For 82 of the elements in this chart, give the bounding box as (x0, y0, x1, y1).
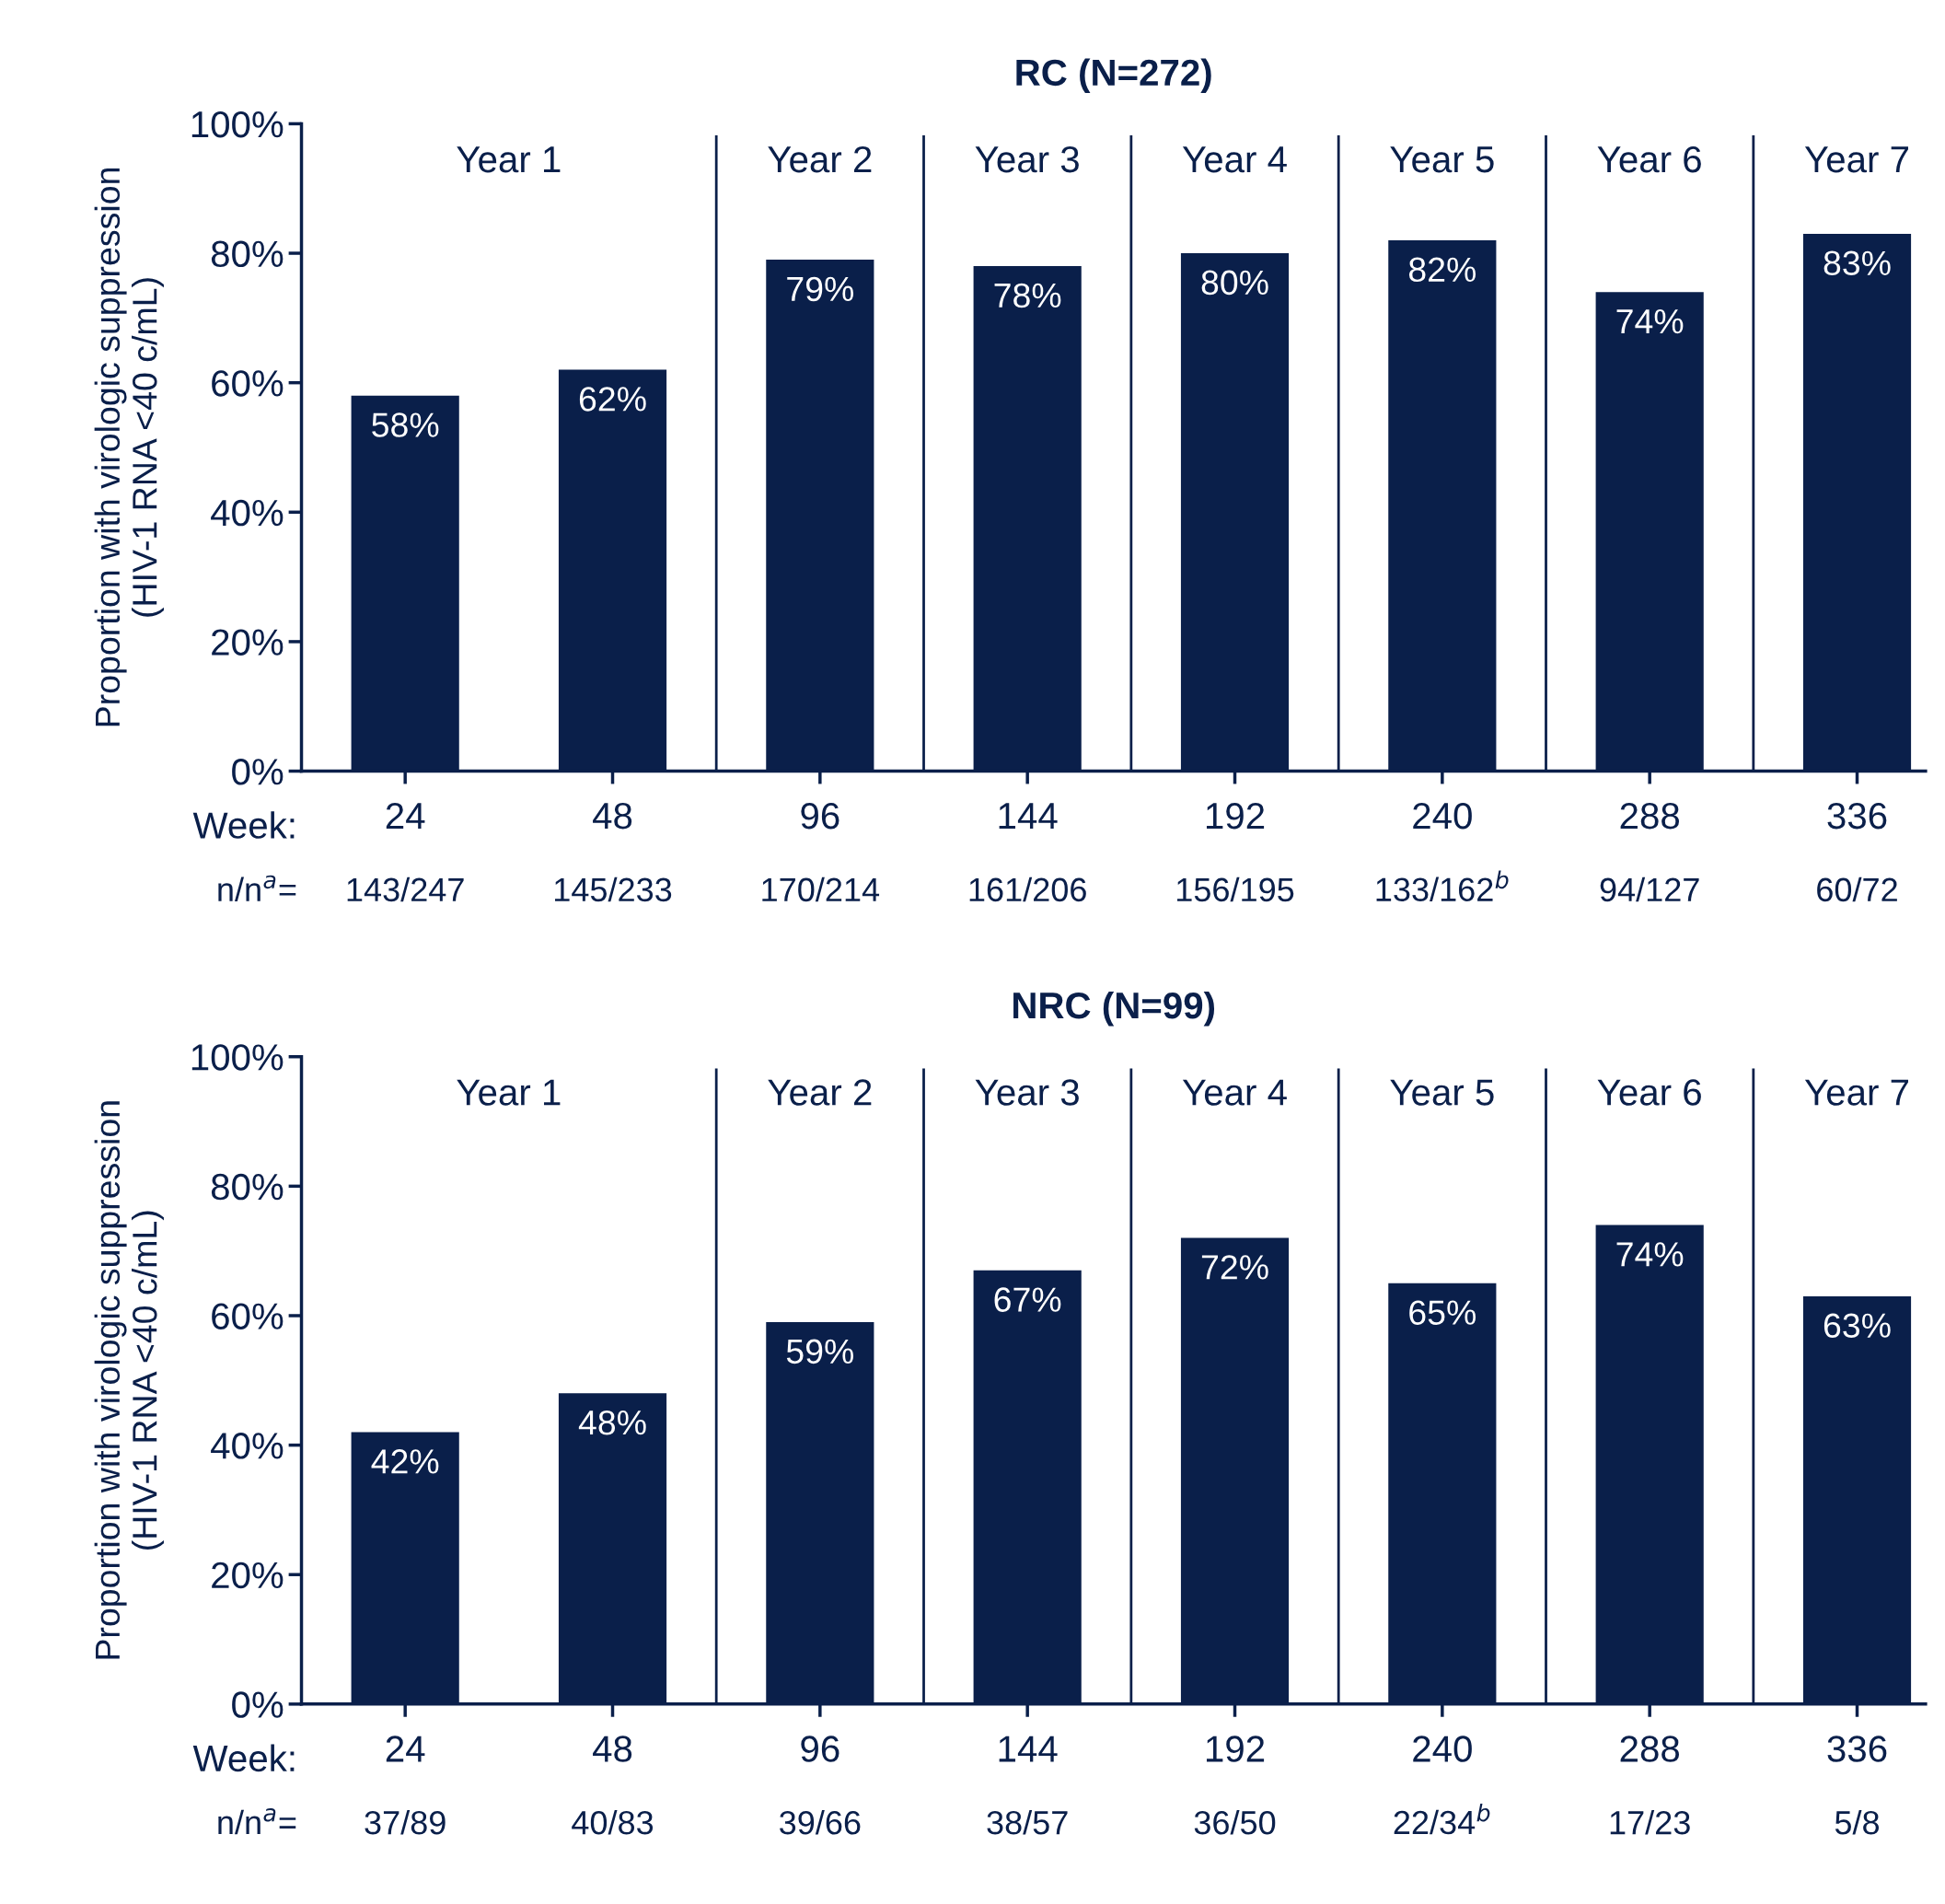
annotation: Year 5 (1390, 1079, 1494, 1106)
data-label: 74% (1616, 308, 1684, 334)
x-tick-label: 48 (593, 1736, 632, 1762)
x-tick-label: 192 (1206, 802, 1265, 830)
x-tick-label: 288 (1620, 1736, 1680, 1762)
y-tick-label: 100% (191, 110, 284, 138)
x-tick-label: 144 (999, 803, 1058, 830)
text: 145/233 (555, 877, 672, 902)
text: 156/195 (1177, 877, 1294, 902)
data-label: 67% (994, 1287, 1061, 1312)
text: 94/127 (1600, 877, 1699, 902)
data-label: 74% (1616, 1242, 1684, 1267)
data-label: 65% (1409, 1300, 1476, 1325)
text: n/n$^{a}$= (218, 1807, 296, 1835)
data-label: 63% (1823, 1313, 1891, 1339)
data-label: 72% (1201, 1255, 1268, 1280)
annotation: Year 4 (1182, 1079, 1287, 1106)
data-label: 59% (786, 1339, 854, 1364)
annotation: Year 7 (1804, 1079, 1908, 1106)
text: 37/89 (365, 1809, 446, 1835)
text: 60/72 (1817, 877, 1897, 902)
data-label: 83% (1823, 250, 1891, 276)
y-tick-label: 60% (212, 1303, 284, 1329)
y-tick-label: 0% (232, 759, 284, 785)
y-tick-label: 0% (232, 1691, 284, 1718)
x-tick-label: 96 (801, 1736, 839, 1762)
x-tick-label: 288 (1620, 802, 1680, 830)
annotation: Year 2 (768, 145, 872, 173)
data-label: 79% (787, 276, 854, 302)
annotation: Year 2 (768, 1079, 872, 1106)
y-tick-label: 100% (191, 1044, 284, 1071)
y-tick-label: 80% (211, 240, 284, 268)
y-tick-label: 20% (212, 629, 284, 656)
text: 170/214 (762, 877, 880, 902)
data-label: 82% (1408, 257, 1476, 283)
y-axis-title: Proportion with virologic suppression (HIV-1 RNA <40 c/mL) (94, 1101, 164, 1659)
y-tick-label: 20% (212, 1562, 284, 1589)
x-tick-label: 144 (999, 1736, 1058, 1762)
data-label: 80% (1201, 270, 1268, 296)
text: 39/66 (780, 1809, 861, 1835)
text: 38/57 (987, 1809, 1068, 1835)
x-tick-label: 192 (1206, 1736, 1265, 1762)
annotation: Year 4 (1182, 146, 1287, 173)
x-tick-label: 96 (801, 802, 839, 830)
annotation: Year 6 (1597, 1079, 1701, 1106)
data-label: 42% (371, 1449, 439, 1474)
text: 36/50 (1194, 1809, 1276, 1835)
y-tick-label: 40% (211, 1433, 284, 1459)
text: 143/247 (347, 877, 464, 902)
x-tick-label: 24 (386, 1736, 425, 1762)
annotation: Year 7 (1804, 146, 1908, 173)
data-label: 48% (578, 1410, 646, 1435)
text: Week: (192, 1744, 295, 1772)
text: 22/34$^{b}$ (1394, 1803, 1490, 1835)
x-tick-label: 240 (1413, 802, 1472, 830)
annotation: Year 1 (457, 146, 561, 173)
text: 5/8 (1835, 1809, 1880, 1835)
chart-title: RC (N=272) (1016, 58, 1211, 94)
x-tick-label: 24 (386, 802, 425, 830)
text: 161/206 (969, 877, 1086, 902)
y-axis-title: Proportion with virologic suppression (HIV-1 RNA <40 c/mL) (94, 168, 164, 726)
y-tick-label: 60% (212, 370, 284, 397)
annotation: Year 3 (975, 1079, 1079, 1106)
x-tick-label: 240 (1413, 1736, 1472, 1762)
annotation: Year 5 (1390, 146, 1494, 173)
text: n/n$^{a}$= (218, 875, 296, 901)
data-label: 62% (579, 387, 646, 412)
text: 40/83 (572, 1809, 654, 1835)
text: 133/162$^{b}$ (1376, 870, 1509, 901)
annotation: Year 3 (975, 145, 1079, 173)
text: 17/23 (1610, 1809, 1690, 1835)
annotation: Year 6 (1597, 145, 1701, 173)
y-tick-label: 40% (211, 499, 284, 527)
data-label: 78% (994, 283, 1061, 308)
annotation: Year 1 (457, 1079, 561, 1106)
data-label: 58% (372, 412, 439, 437)
x-tick-label: 336 (1827, 1736, 1887, 1762)
x-tick-label: 48 (593, 802, 632, 830)
y-tick-label: 80% (211, 1173, 284, 1201)
chart-title: NRC (N=99) (1013, 991, 1215, 1027)
x-tick-label: 336 (1827, 802, 1887, 830)
text: Week: (192, 811, 295, 839)
